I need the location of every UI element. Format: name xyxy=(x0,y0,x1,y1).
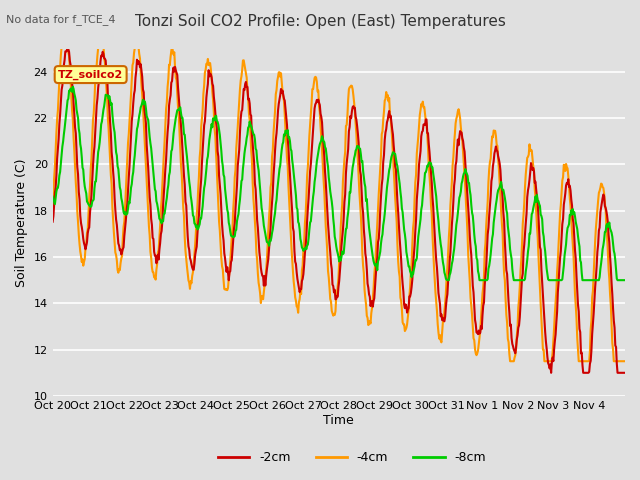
Y-axis label: Soil Temperature (C): Soil Temperature (C) xyxy=(15,158,28,287)
Text: TZ_soilco2: TZ_soilco2 xyxy=(58,70,124,80)
X-axis label: Time: Time xyxy=(323,414,354,427)
Text: Tonzi Soil CO2 Profile: Open (East) Temperatures: Tonzi Soil CO2 Profile: Open (East) Temp… xyxy=(134,14,506,29)
Text: No data for f_TCE_4: No data for f_TCE_4 xyxy=(6,14,116,25)
Legend: -2cm, -4cm, -8cm: -2cm, -4cm, -8cm xyxy=(213,446,491,469)
